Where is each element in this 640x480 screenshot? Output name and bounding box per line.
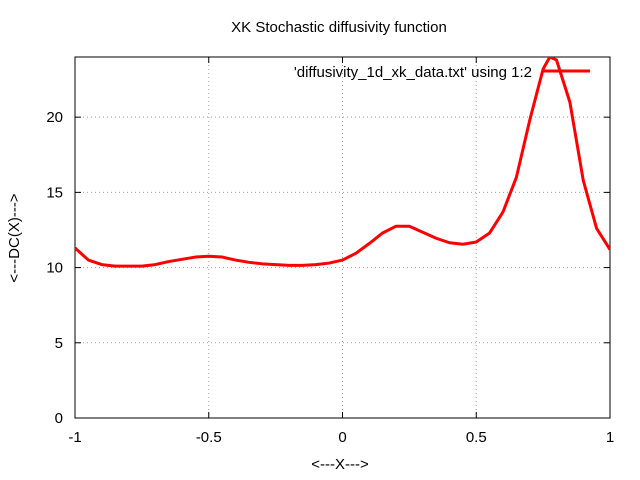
legend-label: 'diffusivity_1d_xk_data.txt' using 1:2 — [294, 64, 532, 81]
x-tick-label: 0 — [338, 429, 346, 446]
y-tick-label: 15 — [46, 184, 63, 201]
x-tick-label: -0.5 — [196, 429, 222, 446]
y-tick-label: 20 — [46, 109, 63, 126]
y-tick-label: 10 — [46, 260, 63, 277]
x-tick-label: 1 — [606, 429, 614, 446]
x-tick-label: -1 — [68, 429, 81, 446]
series-line — [75, 57, 610, 268]
grid — [75, 57, 610, 418]
series-layer — [75, 57, 610, 268]
y-tick-label: 5 — [55, 335, 63, 352]
x-axis-label: <---X---> — [311, 456, 369, 473]
y-axis-label: <---DC(X)---> — [6, 193, 23, 282]
x-tick-label: 0.5 — [466, 429, 487, 446]
chart-title: XK Stochastic diffusivity function — [231, 19, 447, 36]
y-tick-label: 0 — [55, 410, 63, 427]
